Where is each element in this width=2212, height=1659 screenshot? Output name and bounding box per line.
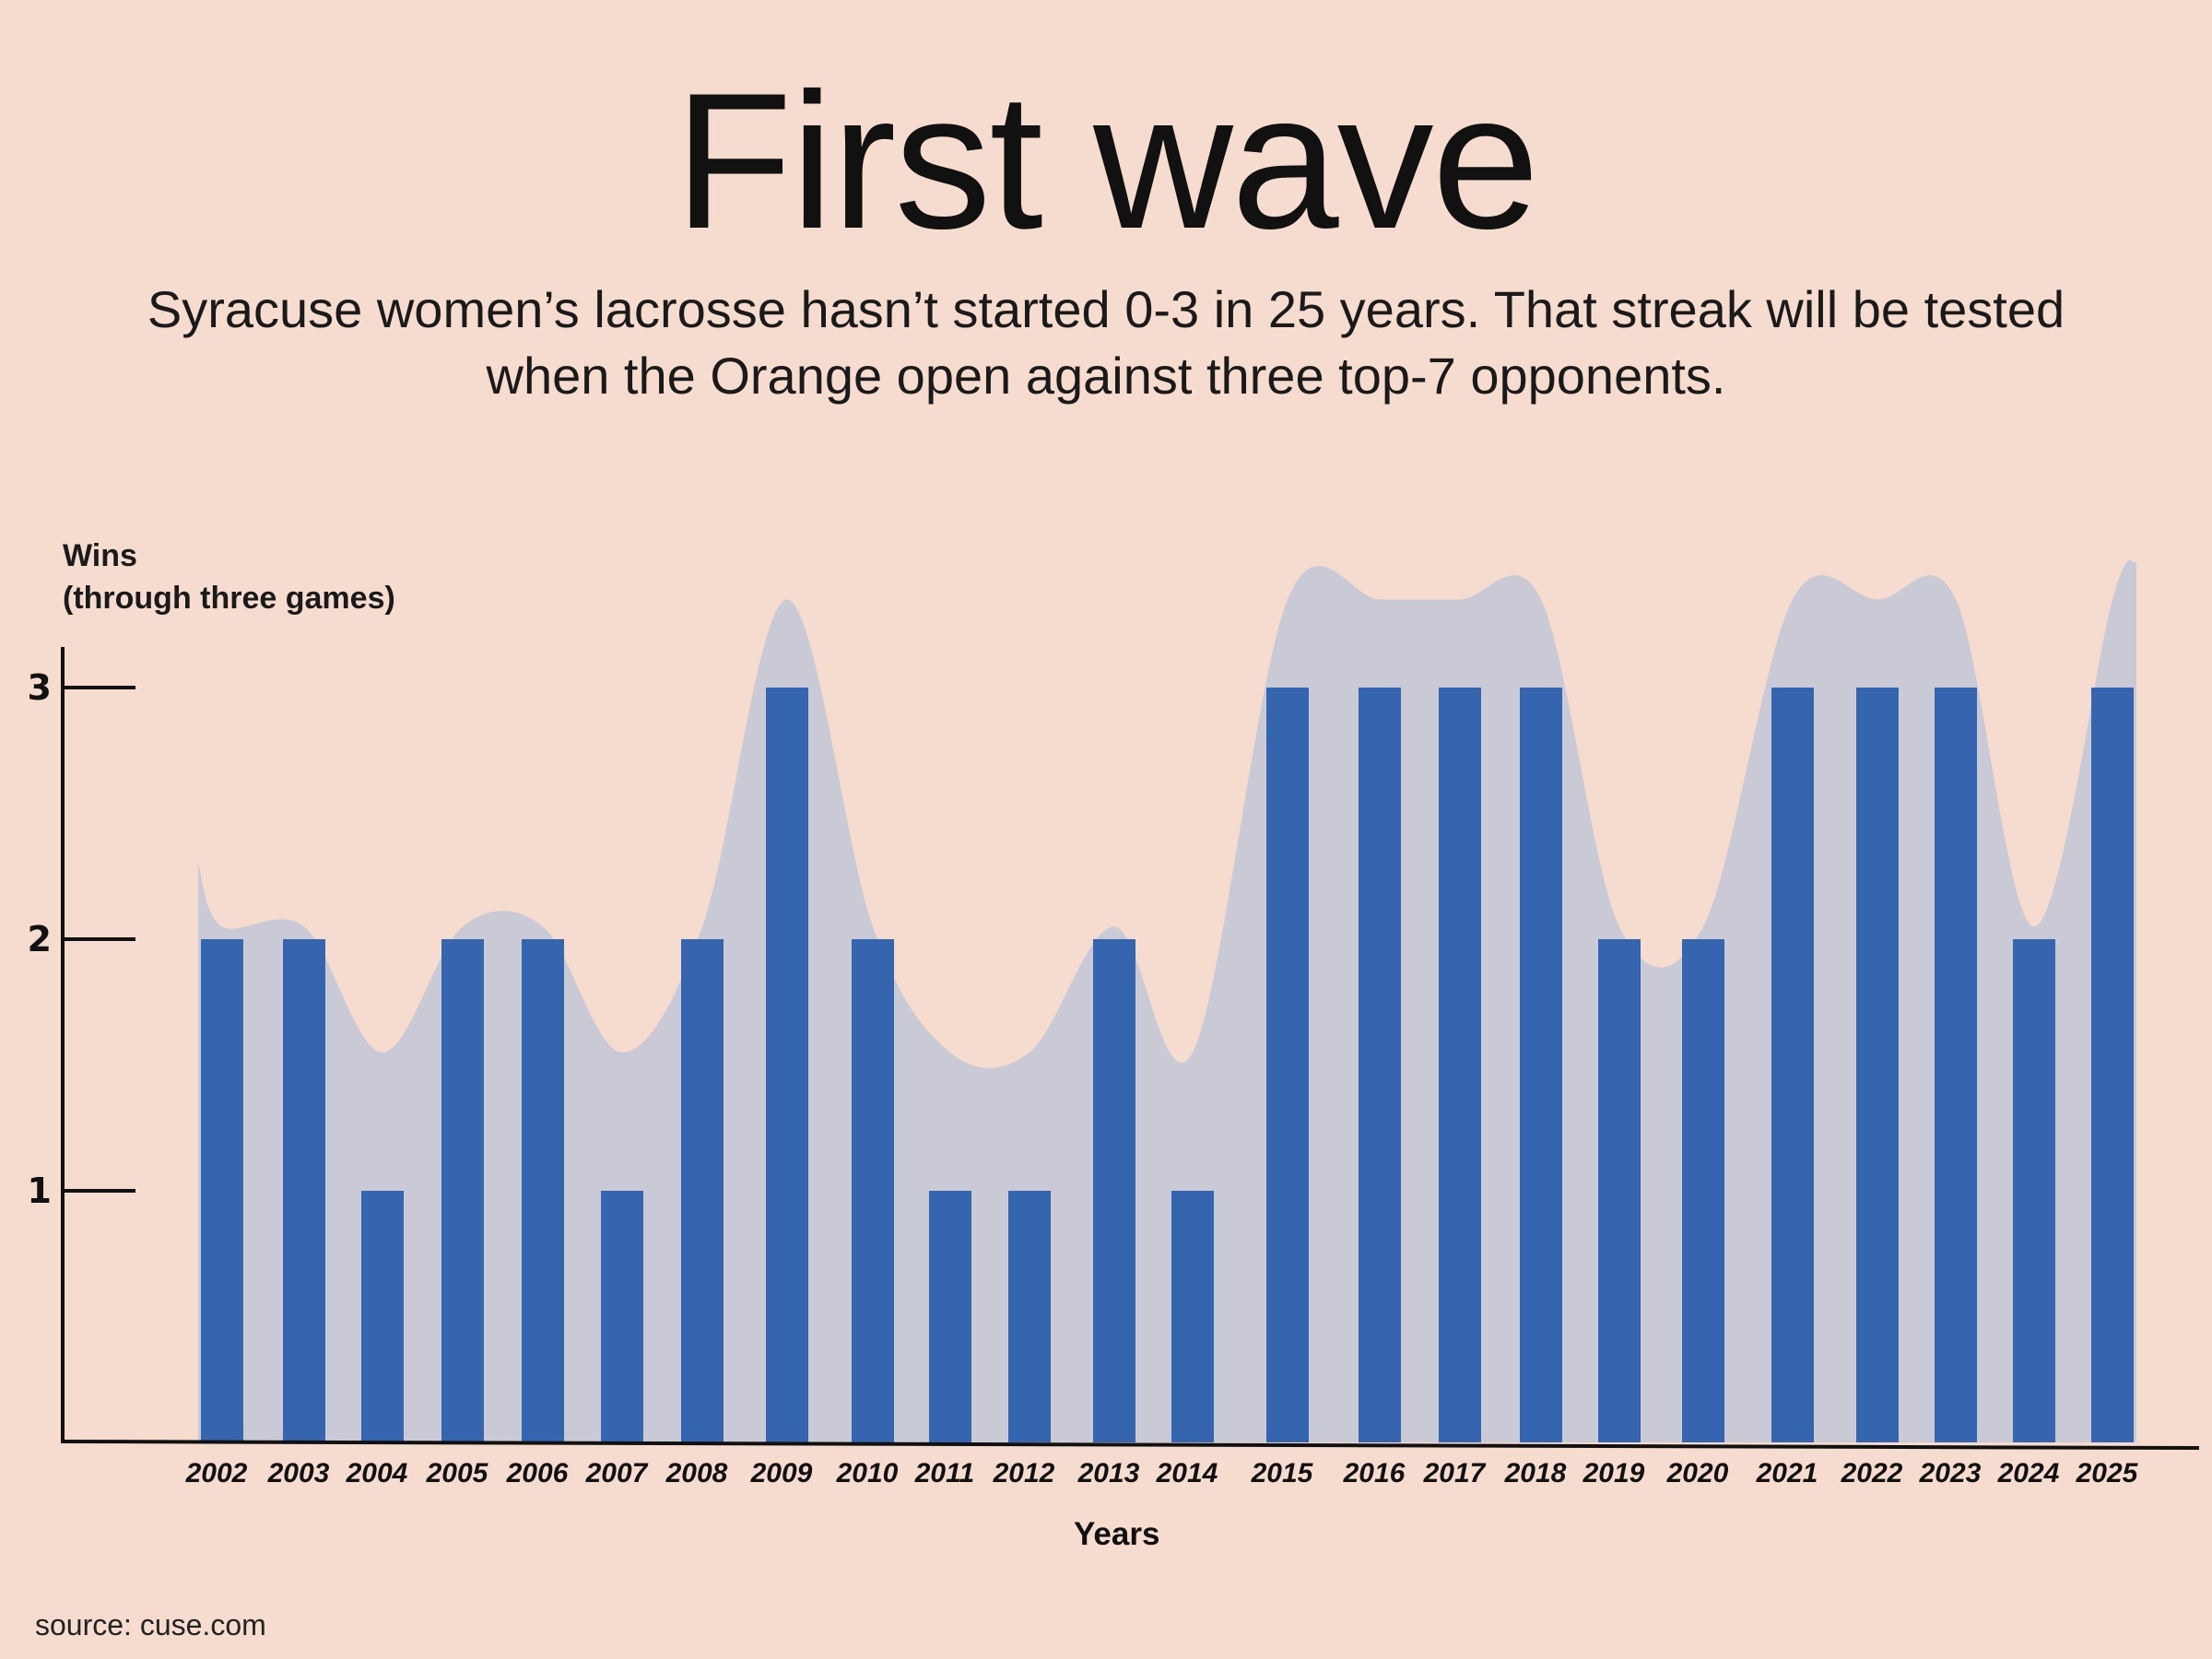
x-tick-label-2021: 2021 xyxy=(1756,1458,1818,1488)
x-tick-label-2004: 2004 xyxy=(346,1458,408,1488)
bar-2008 xyxy=(681,939,724,1442)
y-axis-title: Wins (through three games) xyxy=(63,535,395,619)
x-axis-line xyxy=(60,1440,2200,1450)
x-tick-label-2022: 2022 xyxy=(1841,1458,1903,1488)
bar-2017 xyxy=(1439,688,1481,1442)
x-labels-group: 2002 2003 2004 2005 2006 2007 2008 2009 2010 2011… xyxy=(185,1458,2139,1488)
bar-2009 xyxy=(766,688,808,1442)
bar-2011 xyxy=(929,1191,971,1442)
x-tick-label-2010: 2010 xyxy=(836,1458,899,1488)
bar-2006 xyxy=(522,939,564,1442)
x-tick-label-2025: 2025 xyxy=(2076,1458,2139,1488)
background-wave-area xyxy=(198,559,2136,1442)
bar-2019 xyxy=(1598,939,1641,1442)
x-tick-label-2013: 2013 xyxy=(1077,1458,1140,1488)
subtitle: Syracuse women’s lacrosse hasn’t started… xyxy=(147,280,2065,405)
bar-2013 xyxy=(1093,939,1135,1442)
bar-2018 xyxy=(1520,688,1562,1442)
bar-2003 xyxy=(283,939,325,1442)
y-ticks-group: 1 2 3 xyxy=(28,667,135,1211)
x-tick-label-2005: 2005 xyxy=(426,1458,489,1488)
bar-2020 xyxy=(1682,939,1724,1442)
bar-2005 xyxy=(441,939,484,1442)
bar-2002 xyxy=(201,939,243,1442)
bar-2024 xyxy=(2013,939,2055,1442)
x-tick-label-2024: 2024 xyxy=(1997,1458,2060,1488)
bar-2021 xyxy=(1771,688,1814,1442)
source-note: source: cuse.com xyxy=(35,1608,266,1641)
x-tick-label-2023: 2023 xyxy=(1919,1458,1982,1488)
bars-group xyxy=(201,688,2134,1442)
x-tick-label-2014: 2014 xyxy=(1156,1458,1218,1488)
x-tick-label-2015: 2015 xyxy=(1251,1458,1314,1488)
x-tick-label-2002: 2002 xyxy=(185,1458,248,1488)
x-axis-title: Years xyxy=(1074,1516,1160,1552)
x-tick-label-2020: 2020 xyxy=(1666,1458,1729,1488)
bar-2012 xyxy=(1008,1191,1051,1442)
bar-2022 xyxy=(1856,688,1899,1442)
x-tick-label-2007: 2007 xyxy=(585,1458,649,1488)
x-tick-label-2016: 2016 xyxy=(1343,1458,1406,1488)
bar-2007 xyxy=(601,1191,643,1442)
x-tick-label-2008: 2008 xyxy=(665,1458,728,1488)
page-title: First wave xyxy=(674,53,1540,269)
x-tick-label-2012: 2012 xyxy=(993,1458,1055,1488)
bar-2010 xyxy=(852,939,894,1442)
y-axis-title-line: (through three games) xyxy=(63,581,395,616)
bar-2023 xyxy=(1935,688,1977,1442)
y-tick-label-3: 3 xyxy=(28,667,52,708)
x-tick-label-2018: 2018 xyxy=(1504,1458,1567,1488)
x-tick-label-2019: 2019 xyxy=(1583,1458,1645,1488)
bar-2015 xyxy=(1266,688,1309,1442)
x-tick-label-2017: 2017 xyxy=(1423,1458,1487,1488)
bar-2016 xyxy=(1359,688,1401,1442)
x-tick-label-2006: 2006 xyxy=(506,1458,569,1488)
y-axis-title-line: Wins xyxy=(63,538,137,573)
y-tick-label-2: 2 xyxy=(28,919,52,959)
bar-2025 xyxy=(2091,688,2134,1442)
bar-2014 xyxy=(1171,1191,1214,1442)
y-tick-label-1: 1 xyxy=(28,1171,52,1211)
x-tick-label-2009: 2009 xyxy=(750,1458,813,1488)
bar-2004 xyxy=(361,1191,404,1442)
x-tick-label-2003: 2003 xyxy=(267,1458,330,1488)
x-tick-label-2011: 2011 xyxy=(914,1458,975,1488)
